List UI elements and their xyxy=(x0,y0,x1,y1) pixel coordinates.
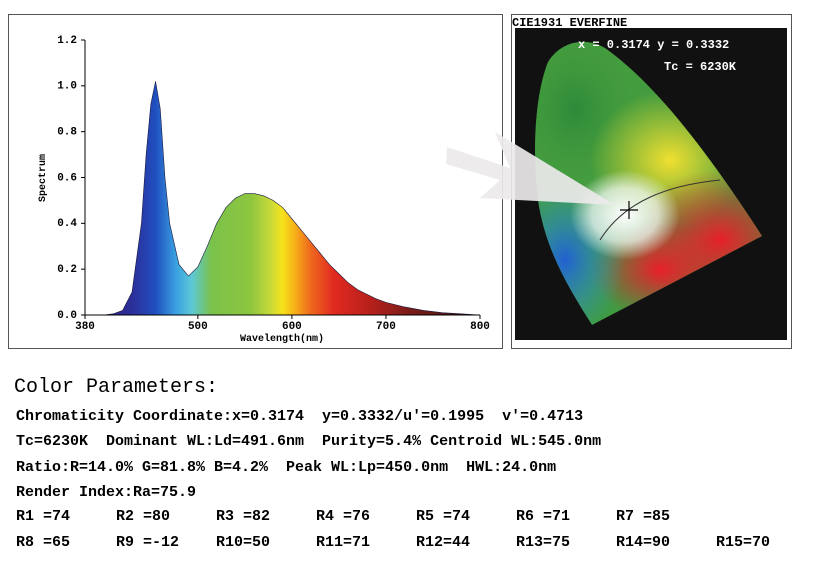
arrow xyxy=(446,132,615,205)
render-index: R4 =76 xyxy=(316,508,370,525)
parameter-list: Chromaticity Coordinate:x=0.3174 y=0.333… xyxy=(16,408,770,551)
y-axis-label: Spectrum xyxy=(38,154,49,202)
render-index: R9 =-12 xyxy=(116,534,179,551)
cie-cct: Tc = 6230K xyxy=(664,60,737,74)
y-tick-label: 1.0 xyxy=(57,81,77,93)
x-tick-label: 500 xyxy=(188,321,208,333)
planckian-locus xyxy=(599,179,721,241)
render-index: R13=75 xyxy=(516,534,570,551)
plot-area: 0.0 0.2 0.4 0.6 0.8 1.0 1.2 380 500 600 700 800 xyxy=(57,35,490,333)
y-tick-label: 1.2 xyxy=(57,35,77,47)
render-index: R6 =71 xyxy=(516,508,570,525)
cie-title: CIE1931 EVERFINE xyxy=(512,16,627,30)
y-tick-label: 0.6 xyxy=(57,172,77,184)
y-tick-label: 0.2 xyxy=(57,264,77,276)
render-index: R7 =85 xyxy=(616,508,670,525)
section-title: Color Parameters: xyxy=(14,376,218,399)
render-index: R8 =65 xyxy=(16,534,70,551)
x-tick-label: 380 xyxy=(75,321,95,333)
render-index: R11=71 xyxy=(316,534,370,551)
parameter-line: Ratio:R=14.0% G=81.8% B=4.2% Peak WL:Lp=… xyxy=(16,459,556,476)
spectrum-area xyxy=(85,81,481,316)
y-tick-label: 0.0 xyxy=(57,310,77,322)
parameter-line: Chromaticity Coordinate:x=0.3174 y=0.333… xyxy=(16,408,583,425)
render-index: R1 =74 xyxy=(16,508,70,525)
parameter-line: Tc=6230K Dominant WL:Ld=491.6nm Purity=5… xyxy=(16,433,601,450)
x-axis-label: Wavelength(nm) xyxy=(240,333,324,345)
chromaticity-marker xyxy=(620,201,638,219)
render-index: R3 =82 xyxy=(216,508,270,525)
render-index: R5 =74 xyxy=(416,508,470,525)
render-index: R15=70 xyxy=(716,534,770,551)
render-index: R12=44 xyxy=(416,534,470,551)
x-tick-label: 600 xyxy=(282,321,302,333)
y-tick-label: 0.8 xyxy=(57,127,77,139)
cie-coordinates: x = 0.3174 y = 0.3332 xyxy=(578,38,729,52)
x-tick-label: 800 xyxy=(470,321,490,333)
parameter-line: Render Index:Ra=75.9 xyxy=(16,484,196,501)
x-tick-label: 700 xyxy=(376,321,396,333)
render-index: R2 =80 xyxy=(116,508,170,525)
y-tick-label: 0.4 xyxy=(57,218,77,230)
render-index: R10=50 xyxy=(216,534,270,551)
render-index: R14=90 xyxy=(616,534,670,551)
